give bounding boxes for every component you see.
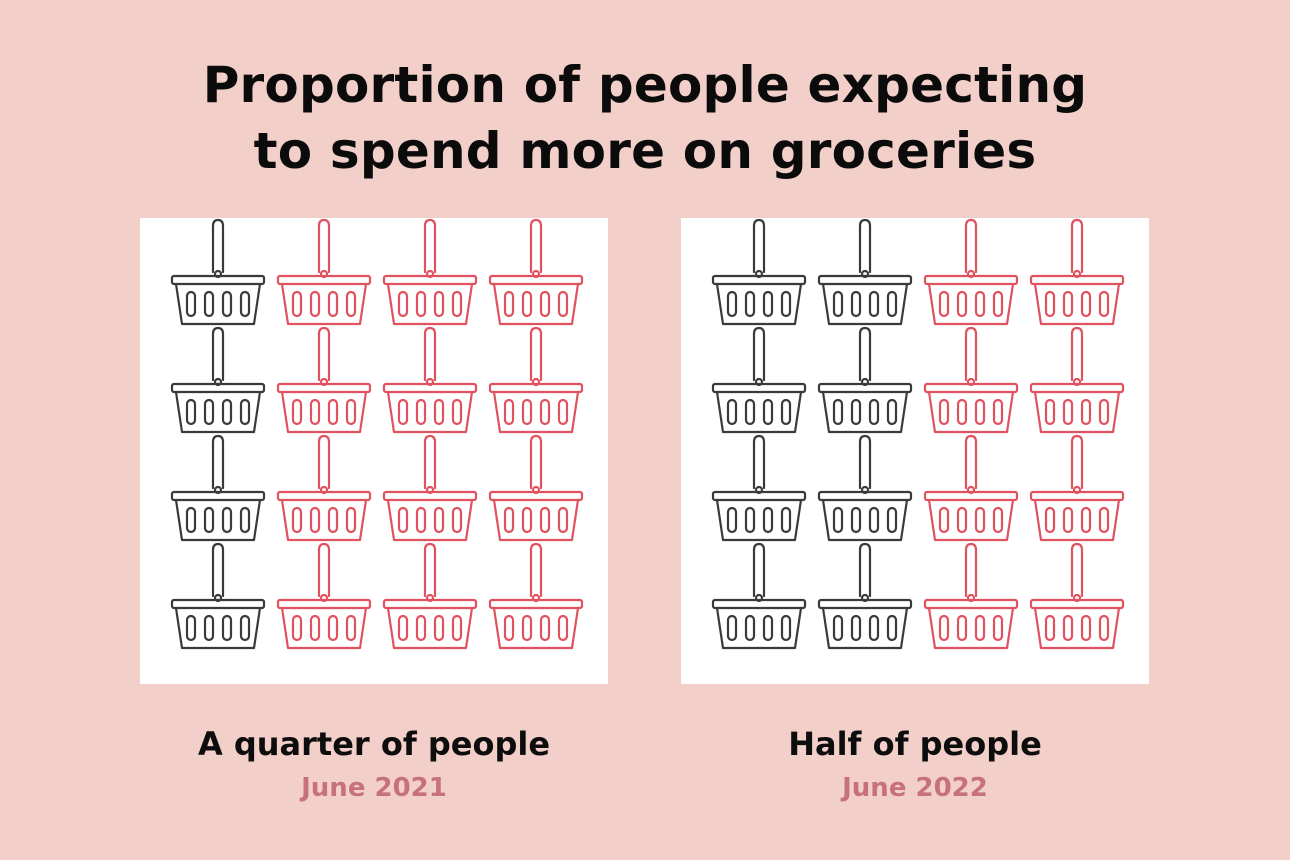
basket-icon-r1-c2 bbox=[276, 218, 372, 326]
basket-icon-r2-c4 bbox=[488, 326, 584, 434]
caption-2021: A quarter of people June 2021 bbox=[114, 722, 634, 808]
basket-icon-highlighted-r3-c1 bbox=[711, 434, 807, 542]
basket-icon-highlighted-r3-c1 bbox=[170, 434, 266, 542]
basket-icon-highlighted-r1-c1 bbox=[711, 218, 807, 326]
pictogram-panel-2021 bbox=[140, 218, 608, 684]
basket-icon-highlighted-r2-c1 bbox=[170, 326, 266, 434]
basket-icon-r4-c2 bbox=[276, 542, 372, 650]
basket-icon-r1-c4 bbox=[488, 218, 584, 326]
basket-icon-r4-c3 bbox=[923, 542, 1019, 650]
basket-icon-r3-c4 bbox=[488, 434, 584, 542]
basket-icon-r3-c2 bbox=[276, 434, 372, 542]
basket-icon-r4-c3 bbox=[382, 542, 478, 650]
caption-label-2022: Half of people bbox=[788, 725, 1042, 763]
basket-icon-r2-c3 bbox=[923, 326, 1019, 434]
basket-icon-highlighted-r1-c1 bbox=[170, 218, 266, 326]
chart-title: Proportion of people expecting to spend … bbox=[0, 52, 1290, 184]
basket-icon-r4-c4 bbox=[488, 542, 584, 650]
chart-title-line-1: Proportion of people expecting bbox=[202, 56, 1088, 114]
basket-icon-highlighted-r3-c2 bbox=[817, 434, 913, 542]
basket-icon-highlighted-r1-c2 bbox=[817, 218, 913, 326]
basket-icon-highlighted-r4-c2 bbox=[817, 542, 913, 650]
caption-date-2021: June 2021 bbox=[301, 773, 447, 803]
basket-icon-r2-c3 bbox=[382, 326, 478, 434]
pictogram-grid-2022 bbox=[711, 218, 1125, 650]
basket-icon-r2-c4 bbox=[1029, 326, 1125, 434]
pictogram-grid-2021 bbox=[170, 218, 584, 650]
pictogram-panel-2022 bbox=[681, 218, 1149, 684]
basket-icon-r1-c3 bbox=[382, 218, 478, 326]
basket-icon-highlighted-r4-c1 bbox=[711, 542, 807, 650]
basket-icon-r3-c3 bbox=[923, 434, 1019, 542]
caption-2022: Half of people June 2022 bbox=[655, 722, 1175, 808]
basket-icon-highlighted-r2-c1 bbox=[711, 326, 807, 434]
basket-icon-highlighted-r4-c1 bbox=[170, 542, 266, 650]
basket-icon-r3-c4 bbox=[1029, 434, 1125, 542]
caption-label-2021: A quarter of people bbox=[197, 725, 551, 763]
basket-icon-r2-c2 bbox=[276, 326, 372, 434]
basket-icon-r3-c3 bbox=[382, 434, 478, 542]
caption-date-2022: June 2022 bbox=[842, 773, 988, 803]
basket-icon-r1-c4 bbox=[1029, 218, 1125, 326]
basket-icon-r1-c3 bbox=[923, 218, 1019, 326]
basket-icon-r4-c4 bbox=[1029, 542, 1125, 650]
chart-title-line-2: to spend more on groceries bbox=[253, 122, 1037, 180]
basket-icon-highlighted-r2-c2 bbox=[817, 326, 913, 434]
